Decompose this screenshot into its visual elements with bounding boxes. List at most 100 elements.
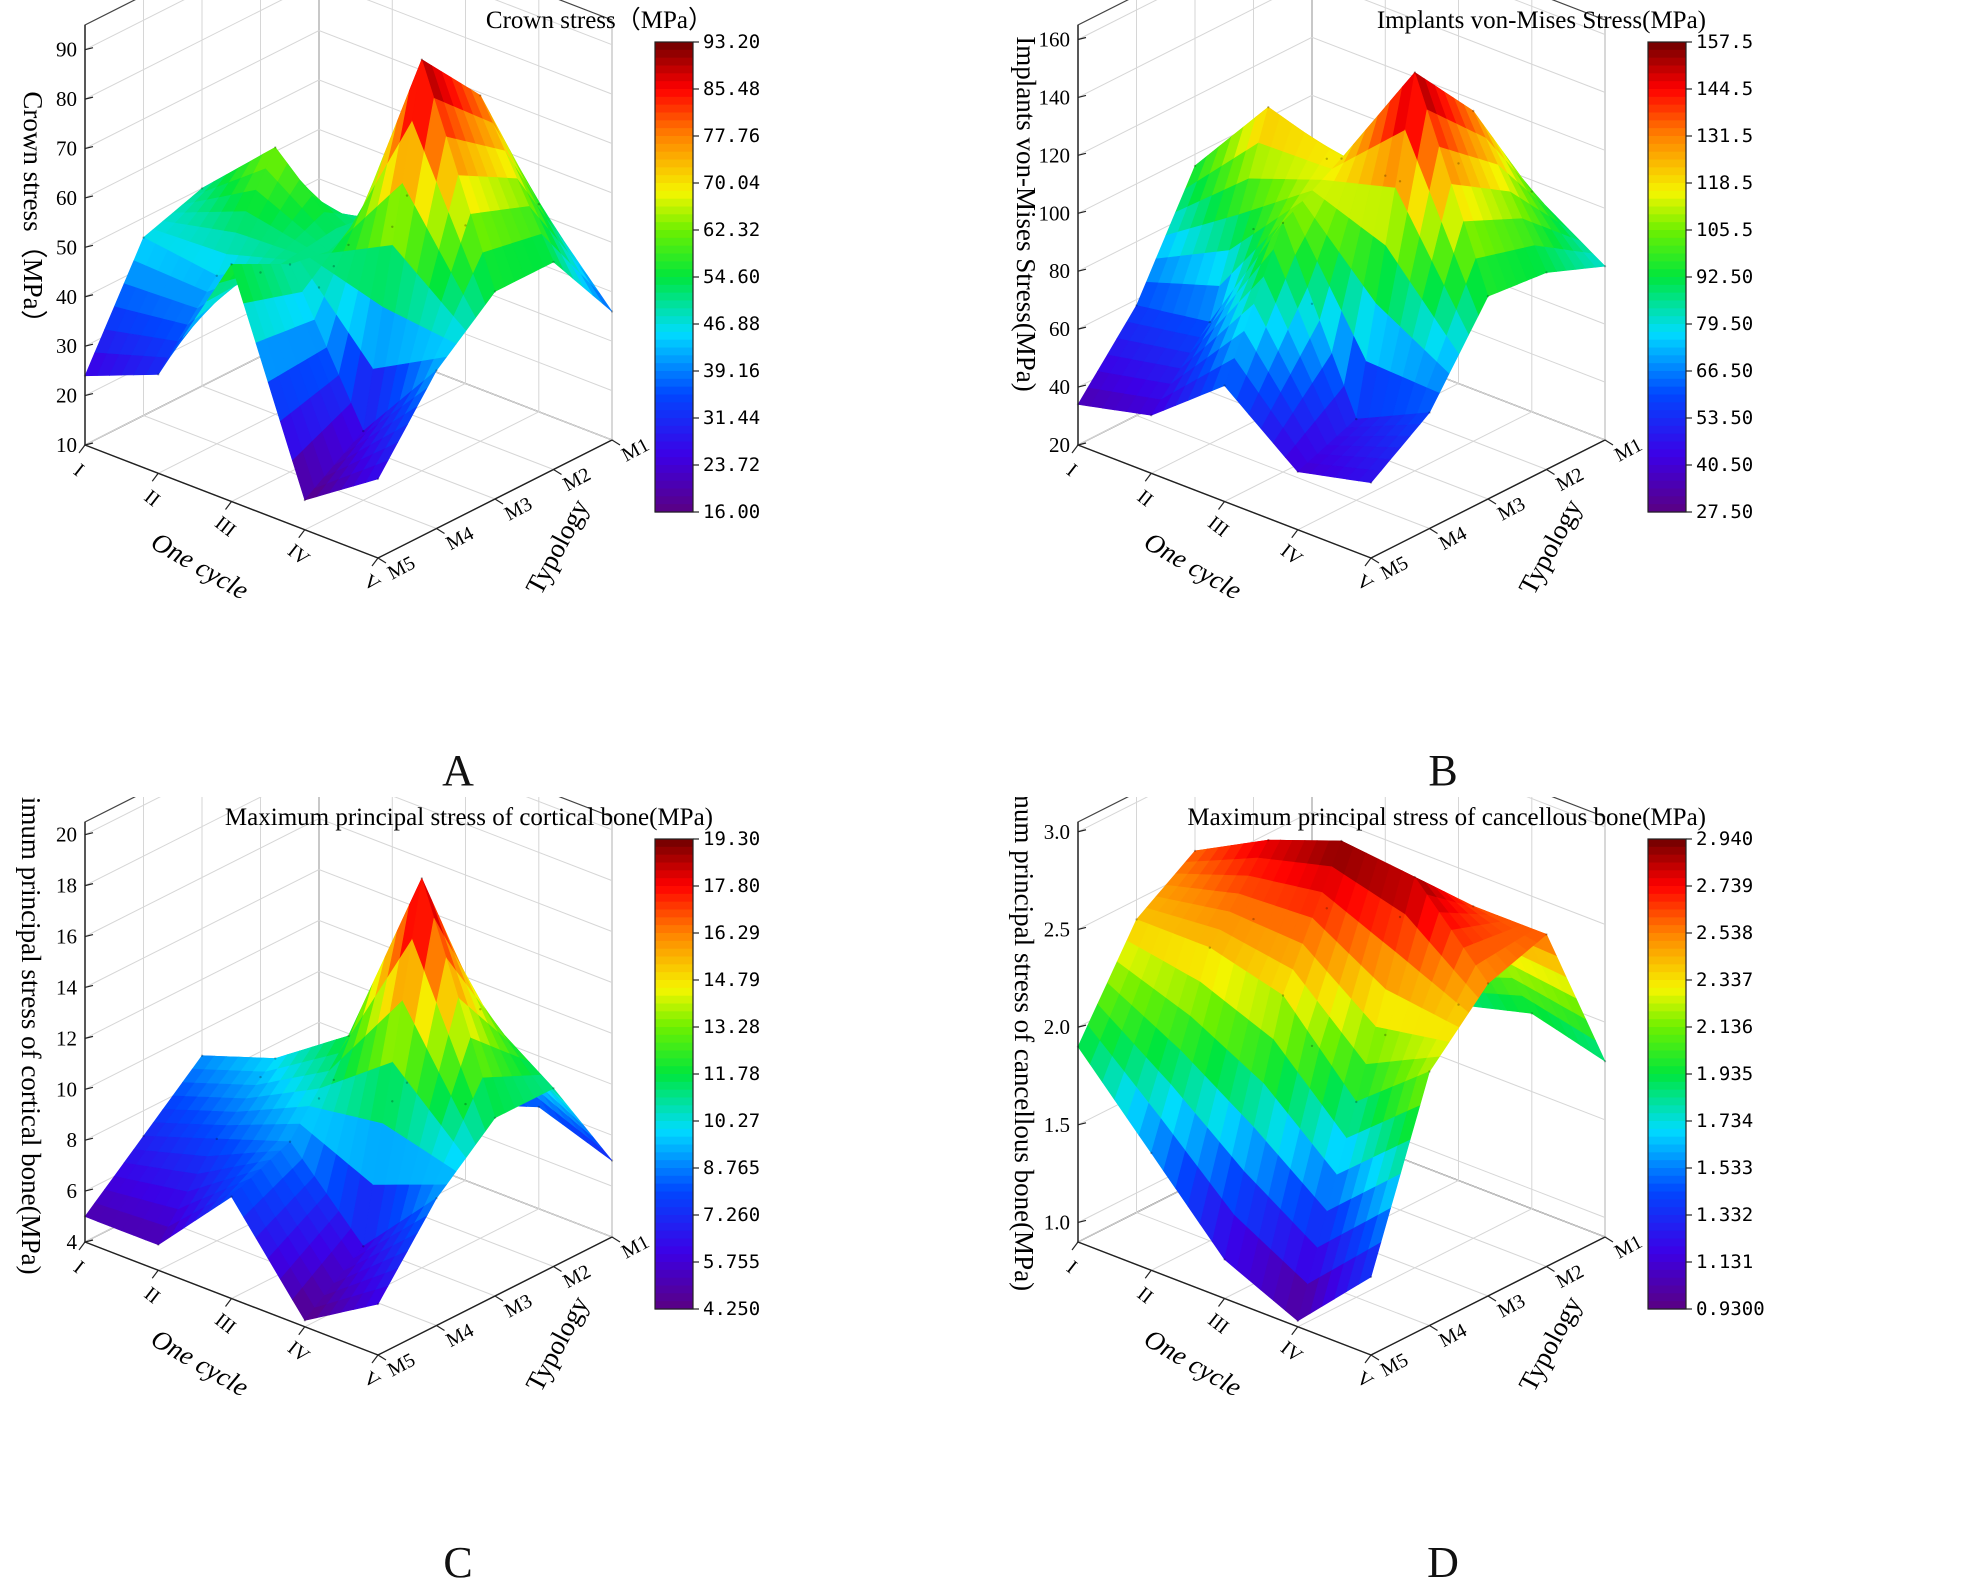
- x-tick-label: I: [1062, 460, 1081, 481]
- colorbar-band: [655, 112, 693, 121]
- colorbar-band: [655, 1254, 693, 1263]
- colorbar-band: [655, 901, 693, 911]
- surface-cell: [216, 146, 349, 277]
- colorbar-tick-label: 2.136: [1696, 1016, 1753, 1038]
- surface-cell: [1282, 71, 1416, 421]
- colorbar-band: [655, 324, 693, 333]
- colorbar-band: [1648, 1285, 1686, 1294]
- colorbar-band: [1648, 1050, 1686, 1059]
- z-tick-mark: [84, 1086, 94, 1090]
- x-axis-title: One cycle: [146, 1323, 254, 1403]
- colorbar-band: [655, 410, 693, 419]
- data-point-III-M3: [1340, 157, 1343, 160]
- data-point-IV-M1: [1530, 1012, 1533, 1015]
- x-tick-label: III: [211, 512, 240, 542]
- colorbar-band: [1648, 504, 1686, 513]
- y-ticks: M1 M2 M3 M4 M5: [377, 1231, 653, 1381]
- data-point-I-M1: [317, 286, 321, 289]
- colorbar-band: [1648, 1269, 1686, 1279]
- z-tick-label: 2.5: [1044, 917, 1070, 941]
- colorbar-band: [655, 449, 693, 458]
- colorbar-band: [655, 948, 693, 958]
- x-tick-mark: [151, 1269, 159, 1279]
- y-tick-label: M3: [1494, 1290, 1529, 1322]
- y-tick-label: M4: [443, 1319, 478, 1351]
- data-points: [83, 58, 614, 502]
- colorbar-band: [1648, 1113, 1686, 1122]
- z-tick-mark: [1077, 268, 1087, 272]
- colorbar-band: [1648, 159, 1686, 168]
- colorbar-band: [1648, 245, 1686, 255]
- colorbar-band: [1648, 183, 1686, 192]
- colorbar-band: [655, 925, 693, 934]
- data-point-IV-M5: [1296, 470, 1299, 473]
- colorbar-band: [655, 1011, 693, 1020]
- colorbar-band: [1648, 81, 1686, 90]
- y-tick-mark: [436, 1324, 445, 1332]
- y-gridline: [201, 0, 496, 500]
- colorbar-band: [1648, 65, 1686, 74]
- x-tick-mark: [1364, 1354, 1372, 1364]
- colorbar-band: [655, 214, 693, 223]
- surface-cell: [1414, 71, 1547, 297]
- y-tick-label: M1: [1611, 1231, 1646, 1263]
- colorbar-band: [655, 347, 693, 356]
- colorbar-band: [1648, 42, 1686, 51]
- y-tick-mark: [494, 1295, 504, 1302]
- data-point-IV-M5: [1296, 1319, 1299, 1323]
- colorbar-band: [1648, 948, 1686, 958]
- colorbar-band: [655, 878, 693, 887]
- z-gridline: [84, 817, 613, 937]
- colorbar-band: [655, 964, 693, 973]
- z-tick-label: 3.0: [1044, 820, 1070, 844]
- colorbar-band: [1648, 1301, 1686, 1310]
- colorbar-band: [655, 1293, 693, 1302]
- panel-label-a: A: [442, 746, 474, 795]
- colorbar-band: [1648, 1003, 1686, 1012]
- data-point-III-M3: [1340, 839, 1343, 843]
- colorbar-band: [655, 49, 693, 59]
- colorbar: Maximum principal stress of cancellous b…: [1187, 804, 1764, 1320]
- colorbar-band: [655, 253, 693, 262]
- colorbar-band: [655, 1066, 693, 1075]
- colorbar-band: [1648, 854, 1686, 864]
- colorbar-band: [655, 269, 693, 278]
- colorbar-band: [655, 854, 693, 864]
- surface-cell: [1077, 919, 1211, 1154]
- surface-cell: [158, 1138, 291, 1246]
- z-gridline: [84, 0, 613, 51]
- z-tick-label: 1.0: [1044, 1210, 1070, 1234]
- y-tick-label: M1: [618, 434, 653, 466]
- colorbar-band: [1648, 1042, 1686, 1052]
- colorbar-band: [655, 371, 693, 380]
- colorbar-band: [1648, 980, 1686, 989]
- colorbar-band: [655, 104, 693, 114]
- data-point-II-M5: [1150, 414, 1153, 417]
- colorbar-band: [655, 89, 693, 98]
- data-point-IV-M1: [537, 203, 540, 206]
- data-point-II-M3: [274, 1057, 277, 1060]
- surface-cell: [1355, 876, 1489, 1103]
- data-point-I-M4: [1135, 304, 1138, 307]
- data-point-IV-M2: [479, 1008, 482, 1011]
- colorbar-band: [1648, 1121, 1686, 1130]
- x-axis-title: One cycle: [146, 526, 254, 606]
- z-tick-label: 14: [56, 975, 78, 999]
- colorbar-band: [655, 1215, 693, 1224]
- data-point-IV-M4: [362, 1245, 365, 1248]
- colorbar-band: [655, 940, 693, 950]
- x-tick-mark: [1071, 1241, 1079, 1251]
- colorbar-band: [655, 496, 693, 505]
- colorbar-tick-label: 92.50: [1696, 266, 1753, 288]
- data-point-II-M3: [1267, 106, 1270, 109]
- z-gridline: [84, 29, 613, 149]
- x-tick-mark: [1144, 472, 1152, 482]
- colorbar-tick-label: 1.734: [1696, 1110, 1753, 1132]
- colorbar-band: [655, 386, 693, 396]
- colorbar-band: [655, 418, 693, 427]
- colorbar-band: [1648, 1066, 1686, 1075]
- z-ticks: 10 20 30 40 50 60 70 80 90: [56, 38, 94, 457]
- colorbar-band: [655, 300, 693, 309]
- z-tick-mark: [1077, 326, 1087, 330]
- colorbar-band: [655, 1003, 693, 1012]
